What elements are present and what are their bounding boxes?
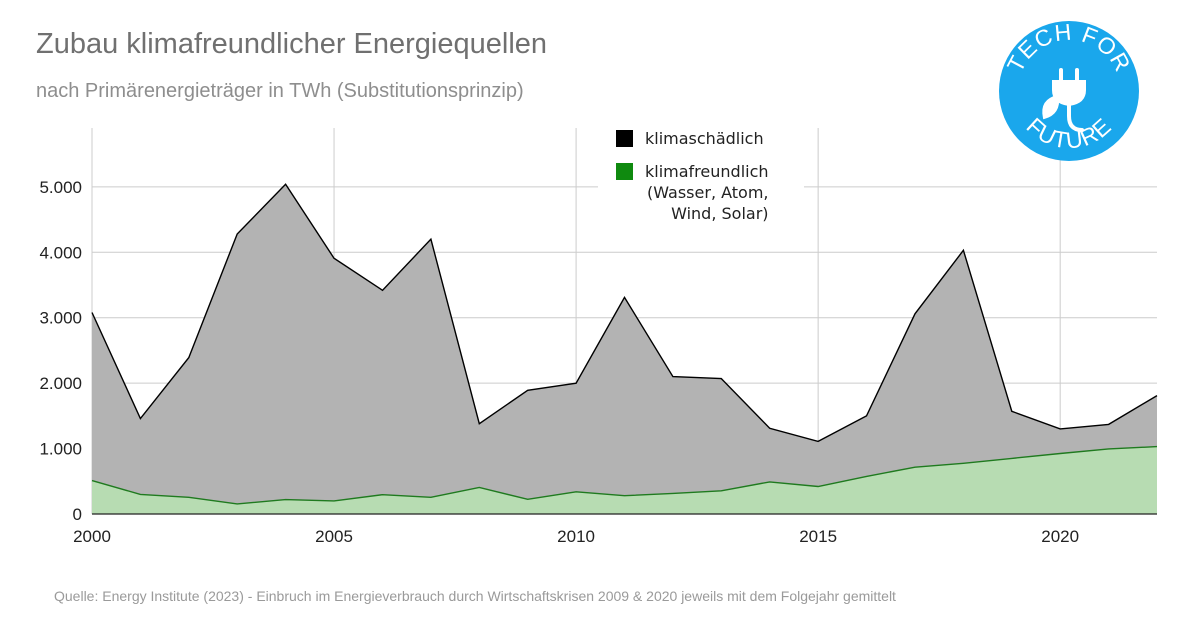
legend-swatch-black <box>616 130 633 147</box>
x-tick-label: 2010 <box>557 527 595 546</box>
y-tick-label: 0 <box>73 505 82 524</box>
tech-for-future-logo: TECH FOR FUTURE <box>998 18 1140 167</box>
x-tick-label: 2005 <box>315 527 353 546</box>
legend-item-klimaschaedlich: klimaschädlich <box>606 128 796 149</box>
y-tick-label: 3.000 <box>39 309 82 328</box>
y-tick-label: 4.000 <box>39 243 82 262</box>
chart-title: Zubau klimafreundlicher Energiequellen <box>36 28 548 60</box>
y-tick-label: 2.000 <box>39 374 82 393</box>
y-tick-label: 5.000 <box>39 178 82 197</box>
x-tick-label: 2020 <box>1041 527 1079 546</box>
line-klimafreundlich <box>91 445 1158 505</box>
legend-swatch-green <box>616 163 633 180</box>
x-tick-label: 2015 <box>799 527 837 546</box>
legend-label-klimaschaedlich: klimaschädlich <box>645 129 764 148</box>
legend-item-klimafreundlich: klimafreundlich (Wasser, Atom, Wind, Sol… <box>606 161 796 224</box>
area-klimaschaedlich <box>92 184 1157 515</box>
x-tick-label: 2000 <box>73 527 111 546</box>
line-klimaschaedlich <box>91 183 1158 443</box>
source-note: Quelle: Energy Institute (2023) - Einbru… <box>54 588 896 604</box>
area-klimafreundlich <box>92 446 1157 514</box>
y-tick-label: 1.000 <box>39 440 82 459</box>
chart-subtitle: nach Primärenergieträger in TWh (Substit… <box>36 80 524 102</box>
legend-label-klimafreundlich: klimafreundlich (Wasser, Atom, Wind, Sol… <box>645 162 769 223</box>
chart-legend: klimaschädlich klimafreundlich (Wasser, … <box>598 122 804 244</box>
plug-leaf-icon <box>1042 68 1086 132</box>
